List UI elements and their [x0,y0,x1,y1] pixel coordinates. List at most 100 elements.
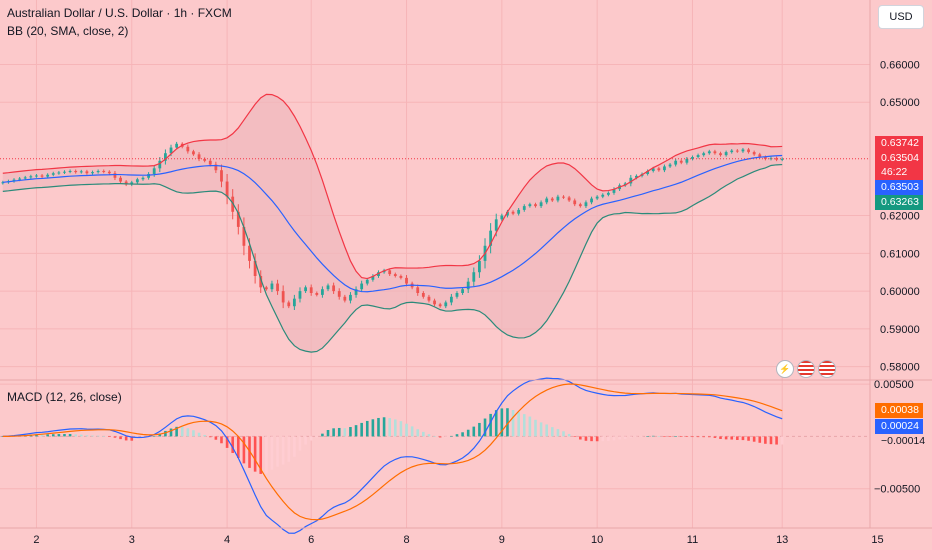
candle-body [584,202,588,207]
macd-histogram-bar [40,434,44,437]
candle-body [601,194,605,197]
candle-body [494,219,498,231]
macd-indicator-label[interactable]: MACD (12, 26, close) [7,390,122,404]
candle-body [747,149,750,153]
macd-histogram-bar [455,434,459,437]
candle-body [719,153,722,156]
candle-body [51,173,55,175]
basis-tag: 0.63503 [875,180,923,195]
macd-histogram-bar [472,426,476,437]
macd-histogram-bar [551,427,554,437]
candle-body [236,211,240,227]
macd-histogram-bar [208,436,212,438]
lightning-icon[interactable]: ⚡ [776,360,794,378]
candle-body [421,293,425,297]
macd-histogram-bar [371,419,375,437]
candle-body [175,143,179,148]
bb-indicator-label[interactable]: BB (20, SMA, close, 2) [7,24,129,38]
candle-body [220,170,223,182]
currency-button[interactable]: USD [878,5,924,29]
candle-body [606,192,610,195]
candle-body [399,276,403,278]
candle-body [388,270,392,275]
macd-histogram-bar [758,436,762,443]
candle-body [528,204,532,207]
macd-histogram-bar [646,436,649,437]
candle-body [780,158,784,160]
candle-body [629,177,633,184]
macd-histogram-bar [702,436,705,438]
candle-body [663,166,666,171]
macd-histogram-bar [483,418,487,437]
macd-histogram-bar [281,436,285,465]
candle-body [1,182,5,184]
candle-body [556,196,560,201]
candle-body [298,291,302,299]
candle-body [119,177,122,182]
macd-histogram-bar [276,436,279,467]
macd-histogram-bar [590,436,593,442]
candle-body [500,215,504,220]
candle-body [674,160,678,165]
bollinger-band-area [2,94,783,353]
candle-body [141,177,145,180]
candle-body [253,260,257,276]
candle-body [427,296,431,301]
macd-histogram-bar [466,429,470,437]
candle-body [444,302,448,307]
macd-histogram-bar [63,434,66,437]
macd-histogram-bar [444,436,448,438]
macd-histogram-bar [741,436,745,441]
macd-histogram-bar [394,419,397,437]
time-tick-label: 15 [871,534,883,546]
macd-histogram-bar [522,414,526,437]
candle-body [23,177,27,179]
macd-histogram-bar [349,427,352,437]
candle-body [730,150,734,153]
candle-body [85,171,89,174]
candle-body [242,226,246,246]
time-tick-label: 6 [308,534,314,546]
macd-histogram-bar [494,410,498,437]
candle-body [96,170,100,173]
candle-body [29,176,33,178]
macd-histogram-bar [668,436,672,437]
macd-histogram-bar [354,425,358,437]
candle-body [343,296,347,301]
candle-body [461,289,464,293]
macd-histogram-bar [573,436,577,437]
macd-histogram-bar [136,436,139,441]
time-tick-label: 9 [499,534,505,546]
price-tick-label: 0.62000 [880,211,920,223]
candle-body [147,174,150,178]
macd-histogram-bar [489,413,492,437]
macd-histogram-bar [405,423,408,437]
macd-histogram-bar [214,436,218,440]
macd-histogram-bar [657,436,661,437]
candle-body [646,170,650,174]
macd-histogram-bar [607,436,610,441]
macd-histogram-bar [775,436,778,445]
macd-hist-tag: −0.00014 [881,435,926,447]
candle-body [332,285,336,292]
candle-body [40,175,44,177]
us-flag-icon[interactable] [797,360,815,378]
macd-line-tag: 0.00024 [875,419,923,434]
us-flag-icon[interactable] [818,360,836,378]
macd-histogram-bar [91,435,94,437]
candle-body [573,200,577,205]
candle-body [506,211,509,216]
candle-body [197,154,201,159]
macd-histogram-bar [427,434,431,437]
macd-histogram-bar [298,436,302,451]
macd-histogram-bar [51,434,55,437]
candle-body [186,146,190,152]
candle-body [79,171,83,173]
candle-body [775,158,778,160]
candle-body [124,181,128,185]
chart-title: Australian Dollar / U.S. Dollar · 1h · F… [7,6,232,20]
candle-body [18,178,22,180]
macd-histogram-bar [175,426,178,437]
